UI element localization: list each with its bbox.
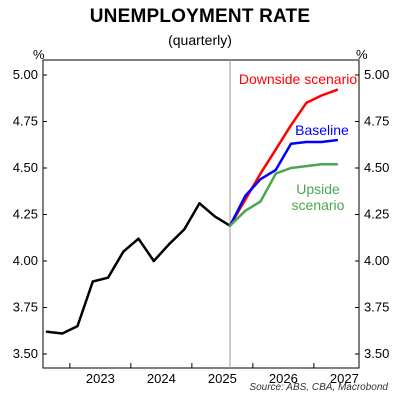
data-point-downside-scenario-2: [259, 172, 262, 175]
annotation-upside-scenario-line-1: scenario: [292, 197, 345, 213]
y-tick-label-right-5: 3.75: [364, 300, 389, 315]
data-point-historical-11: [213, 215, 216, 218]
data-point-upside-scenario-7: [335, 163, 338, 166]
y-tick-label-right-1: 4.75: [364, 114, 389, 129]
x-tick-label-2025: 2025: [208, 371, 237, 386]
data-point-historical-8: [167, 243, 171, 246]
series-line-downside-scenario: [228, 88, 339, 227]
y-tick-label-left-0: 5.00: [13, 67, 38, 82]
y-tick-label-right-0: 5.00: [364, 67, 389, 82]
data-point-upside-scenario-3: [274, 172, 277, 175]
data-point-historical-7: [152, 259, 155, 263]
x-tick-label-2026: 2026: [269, 371, 298, 386]
plot-frame: [42, 59, 360, 369]
data-point-downside-scenario-7: [335, 88, 338, 92]
data-point-baseline-3: [274, 168, 277, 172]
annotation-upside-scenario-line-0: Upside: [296, 181, 340, 197]
chart-title: UNEMPLOYMENT RATE: [89, 6, 311, 27]
y-tick-label-left-4: 4.00: [13, 253, 38, 268]
data-point-upside-scenario-4: [289, 166, 293, 170]
x-tick-label-2024: 2024: [147, 371, 176, 386]
series-line-baseline: [228, 138, 339, 227]
y-axis-ticks: 5.00 5.00 4.75 4.75 4.50 4.50 4.25 4.25 4.00 4.00…: [13, 67, 390, 361]
data-point-historical-0: [45, 330, 49, 333]
y-tick-label-left-1: 4.75: [13, 114, 38, 129]
series-layer: [45, 88, 339, 335]
y-tick-label-right-6: 3.50: [364, 346, 389, 361]
x-tick-label-2027: 2027: [330, 371, 359, 386]
data-point-historical-2: [76, 324, 79, 328]
y-tick-label-left-3: 4.25: [13, 207, 38, 222]
data-point-baseline-2: [259, 177, 262, 181]
data-point-historical-4: [106, 276, 110, 279]
y-tick-label-left-2: 4.50: [13, 160, 38, 175]
data-point-baseline-4: [289, 142, 293, 146]
data-point-baseline-6: [320, 140, 323, 144]
data-point-historical-1: [61, 332, 64, 335]
y-tick-label-right-2: 4.50: [364, 160, 389, 175]
data-point-baseline-1: [244, 194, 247, 198]
data-point-upside-scenario-1: [244, 209, 247, 212]
annotation-downside-scenario-line-0: Downside scenario: [239, 71, 357, 87]
data-point-upside-scenario-0: [228, 224, 232, 227]
source-note: Source: ABS, CBA, Macrobond: [249, 382, 388, 393]
data-point-historical-5: [122, 250, 125, 253]
annotation-baseline-line-0: Baseline: [295, 122, 349, 138]
chart-subtitle: (quarterly): [168, 32, 232, 48]
data-point-baseline-5: [305, 140, 308, 144]
x-axis-ticks: 2023 2024 2025 2026 2027: [69, 363, 359, 386]
y-tick-label-right-3: 4.25: [364, 207, 389, 222]
data-point-downside-scenario-4: [289, 124, 293, 127]
data-point-downside-scenario-5: [305, 101, 308, 105]
data-point-baseline-7: [335, 138, 338, 142]
data-point-downside-scenario-6: [320, 94, 323, 97]
y-tick-label-left-5: 3.75: [13, 300, 38, 315]
series-line-upside-scenario: [228, 163, 339, 227]
data-point-downside-scenario-3: [274, 148, 277, 151]
y-tick-label-right-4: 4.00: [364, 253, 389, 268]
data-point-historical-9: [183, 228, 186, 231]
y-unit-right: %: [356, 47, 368, 62]
y-unit-left: %: [33, 47, 45, 62]
data-point-upside-scenario-2: [259, 200, 262, 203]
data-point-upside-scenario-5: [305, 164, 308, 168]
y-tick-label-left-6: 3.50: [13, 346, 38, 361]
series-line-historical: [45, 202, 232, 335]
data-point-upside-scenario-6: [320, 163, 323, 166]
data-point-historical-3: [91, 280, 94, 283]
x-tick-label-2023: 2023: [86, 371, 115, 386]
data-point-historical-10: [198, 202, 201, 205]
data-point-historical-6: [137, 237, 140, 240]
